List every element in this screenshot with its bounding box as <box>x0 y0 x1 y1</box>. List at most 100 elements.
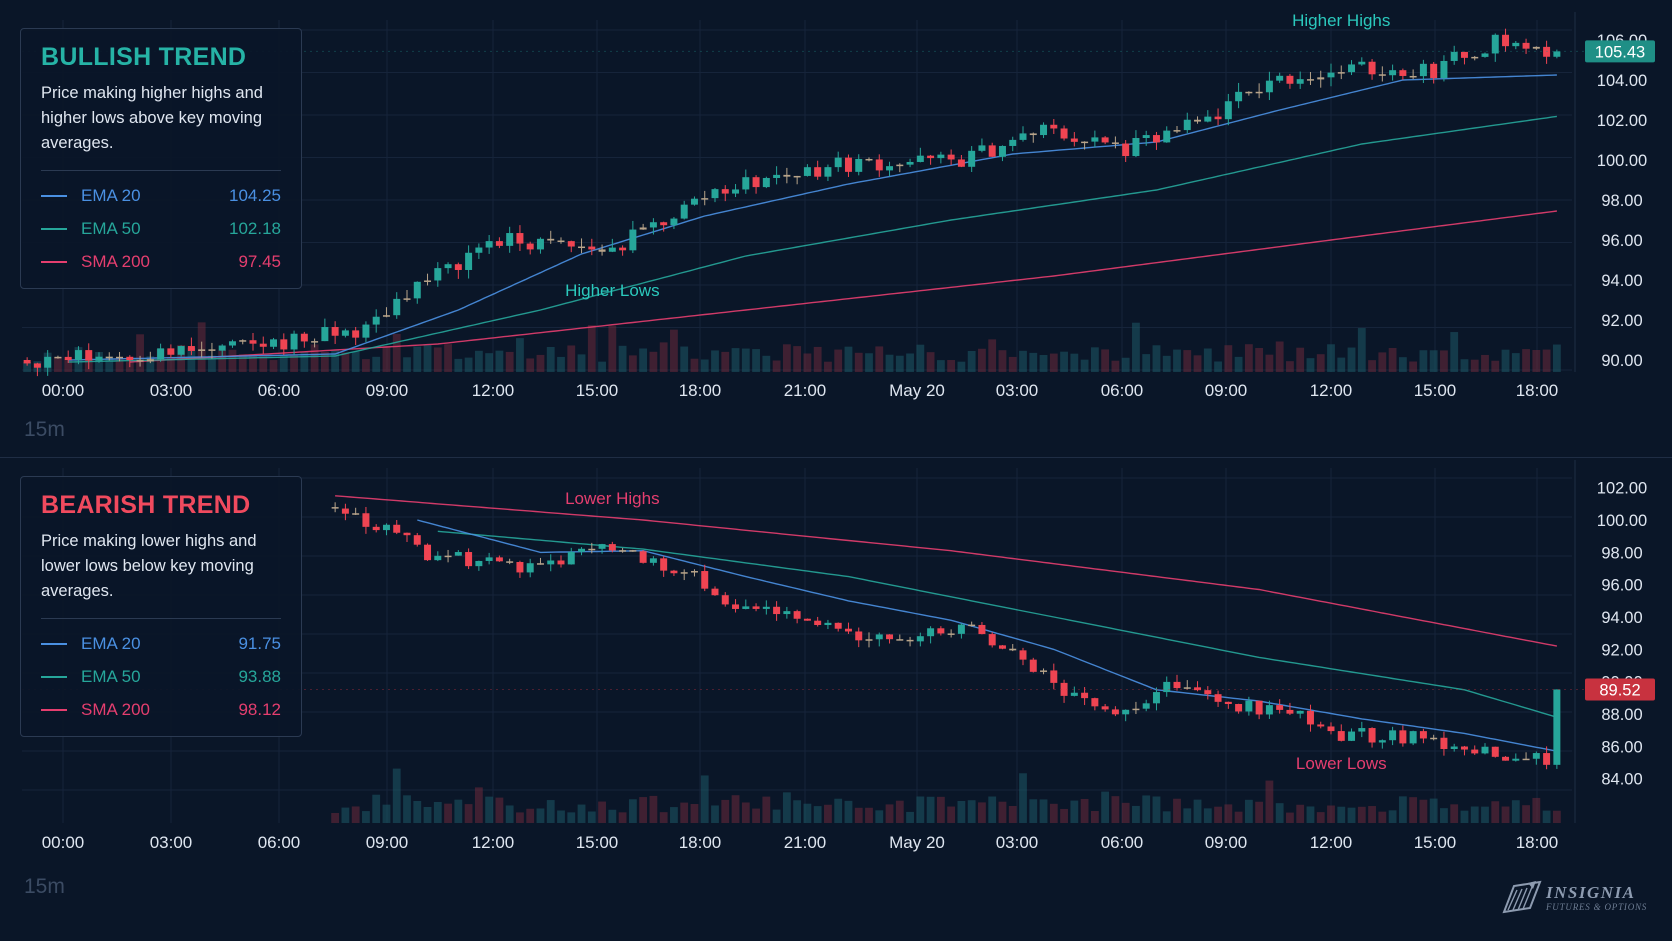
volume-bar <box>1275 341 1284 372</box>
candle-body <box>1009 139 1017 146</box>
volume-bar <box>1419 350 1428 372</box>
volume-bar <box>916 344 925 372</box>
volume-bar <box>834 349 843 372</box>
candle-body <box>54 356 62 359</box>
candle-body <box>1132 137 1140 157</box>
candle-body <box>105 356 113 359</box>
volume-bar <box>895 800 904 823</box>
volume-bar <box>731 795 740 823</box>
candle-body <box>1255 91 1263 94</box>
volume-bar <box>1450 332 1459 372</box>
candle-body <box>1101 137 1109 143</box>
volume-bar <box>567 345 576 372</box>
volume-bar <box>978 348 986 372</box>
time-tick-label: 06:00 <box>258 381 301 400</box>
volume-bar <box>546 800 555 823</box>
volume-bar <box>670 329 678 372</box>
volume-bar <box>700 775 709 823</box>
candle-body <box>1389 70 1397 76</box>
legend-row-ema50: EMA 50 93.88 <box>41 660 281 693</box>
legend-row-ema50: EMA 50 102.18 <box>41 212 281 245</box>
volume-bar <box>1306 806 1315 823</box>
volume-bar <box>382 804 391 823</box>
candle-body <box>1409 731 1417 744</box>
candle-body <box>619 550 627 552</box>
volume-bar <box>587 325 596 372</box>
candle-body <box>1204 690 1212 695</box>
candle-body <box>300 333 308 342</box>
legend-separator <box>41 618 281 619</box>
candle-body <box>608 544 616 551</box>
time-tick-label: 18:00 <box>679 833 722 852</box>
candle-body <box>444 264 452 269</box>
candle-body <box>1173 130 1181 132</box>
candle-body <box>536 563 544 565</box>
volume-bar <box>741 802 750 823</box>
volume-bar <box>885 804 894 823</box>
volume-bar <box>1542 349 1551 372</box>
current-price-label: 105.43 <box>1595 43 1645 61</box>
price-tick-label: 102.00 <box>1597 480 1647 498</box>
volume-bar <box>1522 349 1530 372</box>
candle-body <box>1265 80 1273 93</box>
candle-body <box>567 241 575 247</box>
candle-body <box>978 624 986 635</box>
candle-body <box>1512 758 1520 761</box>
volume-bar <box>1244 799 1253 823</box>
candle-body <box>619 247 627 251</box>
candle-body <box>465 552 473 567</box>
time-tick-label: 18:00 <box>679 381 722 400</box>
volume-bar <box>516 812 524 823</box>
volume-bar <box>587 811 596 823</box>
candle-body <box>649 558 657 563</box>
volume-bar <box>495 350 504 372</box>
volume-bar <box>1101 791 1110 823</box>
candle-body <box>1091 137 1099 142</box>
candle-body <box>1378 74 1386 76</box>
candle-body <box>1471 749 1479 754</box>
candle-body <box>1430 63 1438 79</box>
candle-body <box>352 330 360 338</box>
volume-bar <box>1368 360 1376 372</box>
volume-bar <box>1347 807 1356 823</box>
candle-body <box>136 360 144 362</box>
time-tick-label: 12:00 <box>1310 381 1353 400</box>
candle-body <box>896 639 904 641</box>
time-tick-label: 03:00 <box>150 833 193 852</box>
candle-body <box>547 560 555 565</box>
volume-bar <box>382 346 391 372</box>
volume-bar <box>1121 357 1130 372</box>
candle-body <box>1050 124 1058 129</box>
candle-body <box>444 555 452 558</box>
volume-bar <box>1388 348 1397 372</box>
volume-bar <box>618 345 627 372</box>
candle-body <box>506 233 514 246</box>
candle-body <box>1491 34 1499 54</box>
candle-body <box>495 241 503 246</box>
volume-bar <box>649 351 658 372</box>
volume-bar <box>1378 811 1387 823</box>
candle-body <box>557 240 565 243</box>
candle-body <box>1081 692 1089 699</box>
volume-bar <box>741 348 750 372</box>
volume-bar <box>454 358 463 372</box>
candle-body <box>1368 728 1376 743</box>
volume-bar <box>844 346 853 372</box>
candle-body <box>721 595 729 605</box>
volume-bar <box>413 800 422 823</box>
volume-bar <box>1460 810 1469 823</box>
candle-body <box>1173 681 1181 689</box>
volume-bar <box>680 802 689 823</box>
candle-body <box>495 557 503 562</box>
panel-divider <box>0 457 1672 458</box>
price-tick-label: 96.00 <box>1601 577 1642 595</box>
volume-bar <box>1224 804 1233 823</box>
time-tick-label: 09:00 <box>366 833 409 852</box>
volume-bar <box>1316 354 1325 372</box>
candle-body <box>475 560 483 567</box>
candle-body <box>382 315 390 317</box>
brand-tagline: FUTURES & OPTIONS <box>1546 902 1648 912</box>
candle-body <box>1019 133 1027 140</box>
candle-body <box>393 298 401 316</box>
sma200-label: SMA 200 <box>81 699 150 719</box>
